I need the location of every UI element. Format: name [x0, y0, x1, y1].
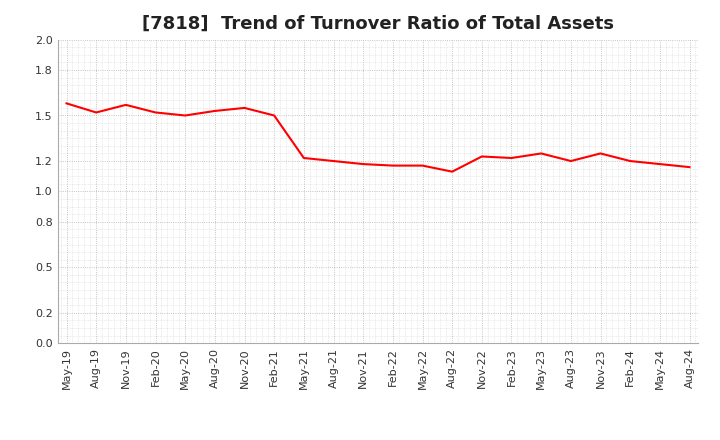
- Title: [7818]  Trend of Turnover Ratio of Total Assets: [7818] Trend of Turnover Ratio of Total …: [142, 15, 614, 33]
